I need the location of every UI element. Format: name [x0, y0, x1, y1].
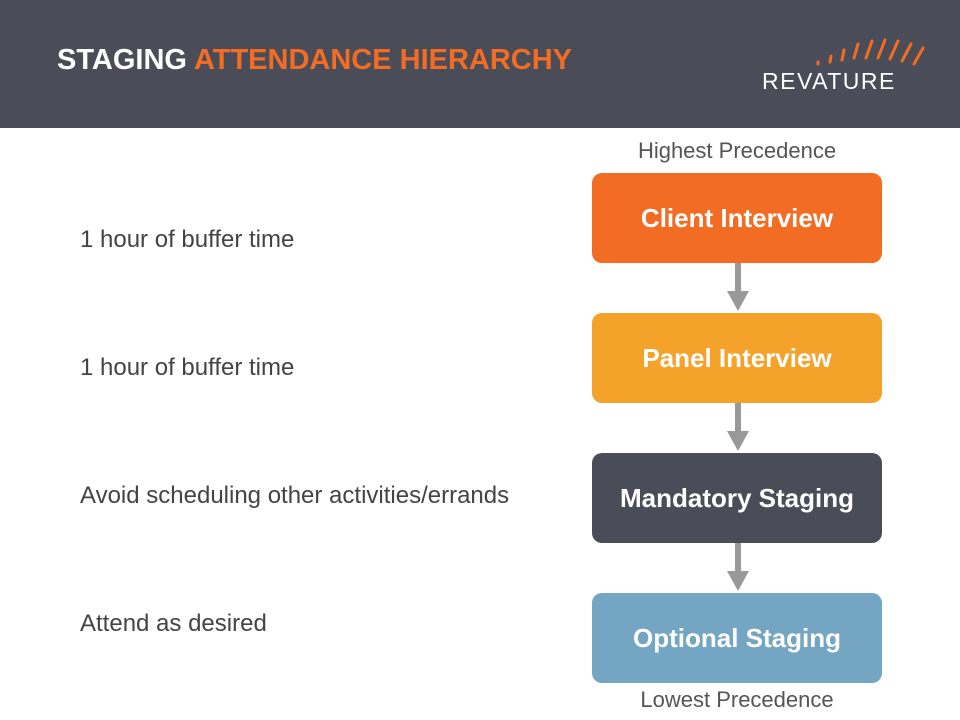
note-client-interview: 1 hour of buffer time — [80, 226, 295, 253]
note-optional-staging: Attend as desired — [80, 610, 267, 637]
down-arrow-icon — [727, 403, 749, 451]
highest-precedence-label: Highest Precedence — [637, 138, 837, 163]
optional-staging-box: Optional Staging — [592, 593, 882, 683]
header-bar: STAGING ATTENDANCE HIERARCHY REVATURE — [0, 0, 960, 128]
note-mandatory-staging: Avoid scheduling other activities/errand… — [80, 482, 510, 509]
mandatory-staging-box: Mandatory Staging — [592, 453, 882, 543]
down-arrow-icon — [727, 543, 749, 591]
lowest-precedence-label: Lowest Precedence — [640, 687, 834, 712]
title-part-staging: STAGING — [57, 44, 187, 76]
panel-interview-box: Panel Interview — [592, 313, 882, 403]
down-arrow-icon — [727, 263, 749, 311]
slide-title: STAGING ATTENDANCE HIERARCHY — [57, 44, 572, 77]
title-part-hierarchy: ATTENDANCE HIERARCHY — [193, 44, 573, 76]
note-panel-interview: 1 hour of buffer time — [80, 354, 295, 381]
revature-logo-icon — [816, 38, 925, 66]
client-interview-box: Client Interview — [592, 173, 882, 263]
revature-logo-text: REVATURE — [762, 68, 896, 94]
